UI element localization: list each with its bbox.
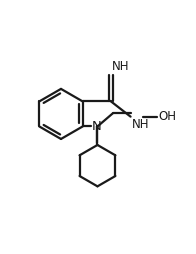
Text: OH: OH xyxy=(158,110,176,123)
Text: NH: NH xyxy=(132,118,149,131)
Text: NH: NH xyxy=(112,60,130,73)
Text: N: N xyxy=(92,120,102,133)
